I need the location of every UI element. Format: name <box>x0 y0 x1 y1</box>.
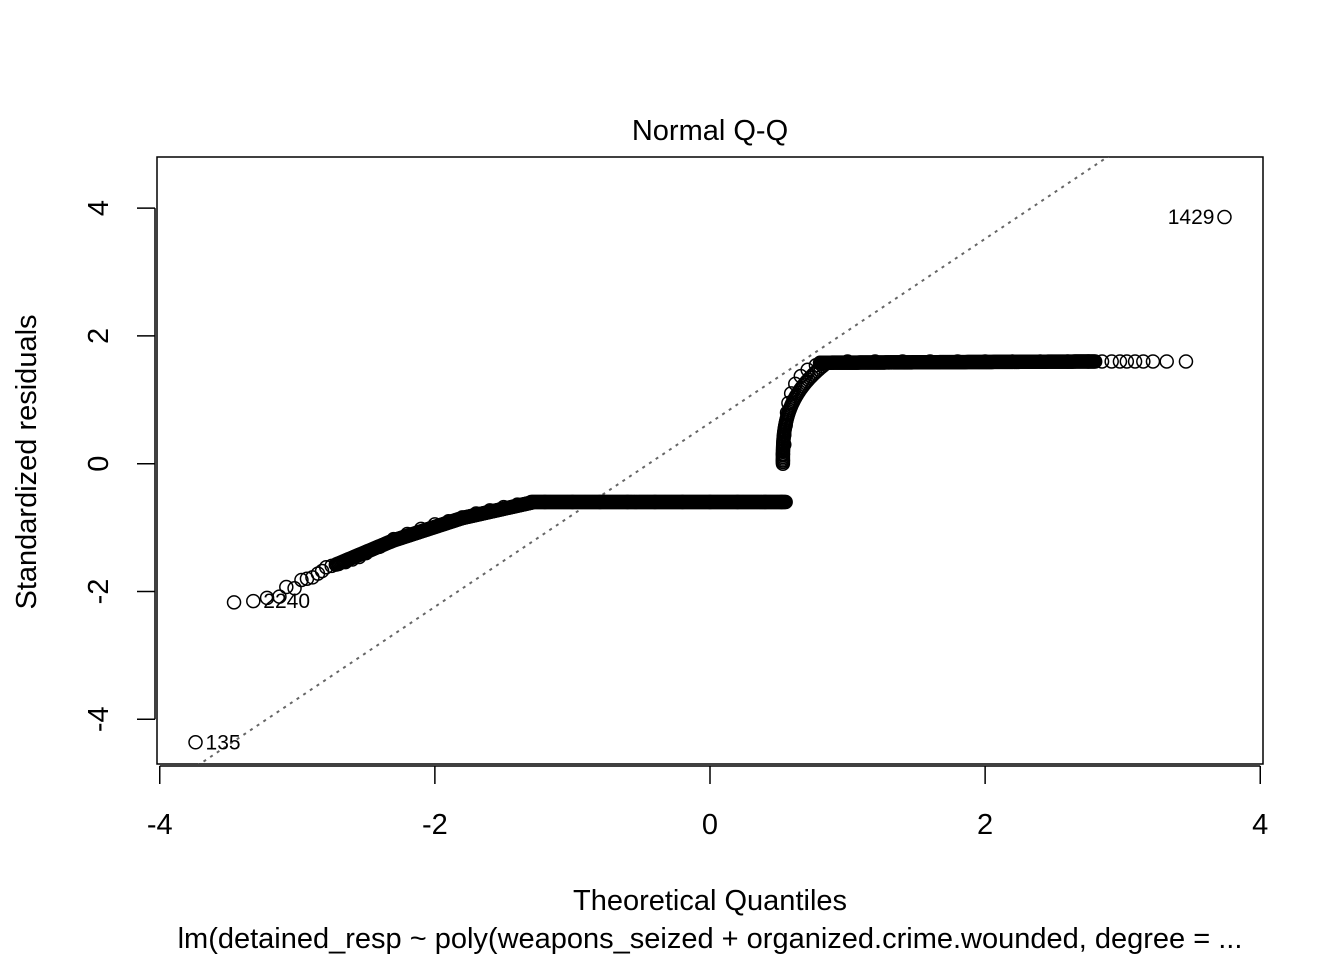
data-point <box>895 354 910 369</box>
data-point <box>775 453 791 468</box>
data-point <box>537 494 553 510</box>
data-point <box>1094 354 1110 369</box>
data-point <box>400 526 415 542</box>
data-point <box>523 495 539 510</box>
x-tick-label: 4 <box>1252 809 1268 841</box>
data-point <box>246 593 261 609</box>
data-point <box>1081 354 1096 369</box>
data-point <box>279 579 294 595</box>
data-point <box>1112 354 1128 369</box>
data-point <box>647 494 663 510</box>
data-point <box>1119 354 1135 369</box>
data-point <box>496 499 511 515</box>
y-tick-label: 0 <box>83 456 115 472</box>
data-point <box>226 595 242 610</box>
data-point <box>351 549 367 565</box>
data-point <box>324 558 339 574</box>
data-point <box>817 357 833 372</box>
y-tick-label: -4 <box>83 706 115 732</box>
data-point <box>441 513 456 529</box>
data-point <box>800 362 815 378</box>
point-label: 2240 <box>263 590 310 613</box>
data-point <box>345 552 360 567</box>
data-point <box>950 354 965 369</box>
y-axis: -4 -2 0 2 4 <box>83 200 156 732</box>
data-point <box>808 358 824 373</box>
plot-frame <box>156 156 1264 765</box>
point-label: 1429 <box>1168 206 1215 229</box>
data-point <box>372 539 388 555</box>
y-tick-label: 2 <box>83 328 115 344</box>
data-point <box>468 506 484 521</box>
data-point <box>774 494 789 510</box>
data-point <box>1136 354 1151 369</box>
data-point <box>775 446 791 462</box>
data-point <box>819 355 835 370</box>
data-point <box>1145 354 1161 369</box>
x-axis-title: Theoretical Quantiles <box>573 885 847 917</box>
data-point <box>1178 354 1194 369</box>
data-point <box>358 545 374 561</box>
model-formula-subtitle: lm(detained_resp ~ poly(weapons_seized +… <box>178 923 1243 955</box>
data-point <box>777 427 792 443</box>
data-point <box>1104 354 1119 369</box>
data-point <box>427 517 443 532</box>
data-point <box>777 437 792 452</box>
data-point <box>730 494 745 510</box>
data-point <box>675 494 690 510</box>
x-tick-label: 0 <box>702 809 718 841</box>
data-point <box>565 494 580 510</box>
points-layer <box>188 209 1232 750</box>
data-point <box>294 572 309 588</box>
y-axis-title: Standardized residuals <box>11 314 43 609</box>
data-point <box>1005 354 1020 369</box>
data-point <box>1060 354 1075 369</box>
data-point <box>783 386 799 401</box>
x-tick-label: -2 <box>422 809 448 841</box>
x-tick-label: 2 <box>977 809 993 841</box>
data-point <box>977 354 993 369</box>
x-axis: -4 -2 0 2 4 <box>147 765 1268 841</box>
data-point <box>867 354 883 369</box>
point-label: 135 <box>206 731 241 754</box>
data-point <box>781 395 796 411</box>
data-point <box>331 556 346 572</box>
y-tick-label: -2 <box>83 579 115 605</box>
data-point <box>1127 354 1143 369</box>
data-point <box>1032 354 1048 369</box>
data-point <box>757 494 773 510</box>
data-point <box>1159 354 1174 369</box>
x-tick-label: -4 <box>147 809 173 841</box>
data-point <box>338 554 353 570</box>
data-point <box>779 405 795 420</box>
data-point <box>815 358 830 374</box>
data-point <box>1217 209 1232 225</box>
data-point <box>922 354 938 369</box>
data-point <box>702 494 718 510</box>
data-point <box>413 521 429 537</box>
data-point <box>482 503 498 518</box>
data-point <box>386 531 401 547</box>
data-point <box>592 494 608 510</box>
data-point <box>1087 354 1103 369</box>
chart-title: Normal Q-Q <box>632 115 788 147</box>
y-tick-label: 4 <box>83 200 115 216</box>
data-point <box>778 494 793 510</box>
data-point <box>840 354 855 369</box>
qq-reference-line <box>198 157 1110 764</box>
data-point <box>455 510 470 525</box>
data-point <box>620 494 635 510</box>
data-point <box>188 735 203 750</box>
reference-line-layer <box>198 157 1110 764</box>
data-point <box>788 376 803 392</box>
data-point <box>272 589 287 604</box>
data-point <box>510 497 525 512</box>
point-labels-layer: 1429 135 2240 <box>206 206 1215 754</box>
